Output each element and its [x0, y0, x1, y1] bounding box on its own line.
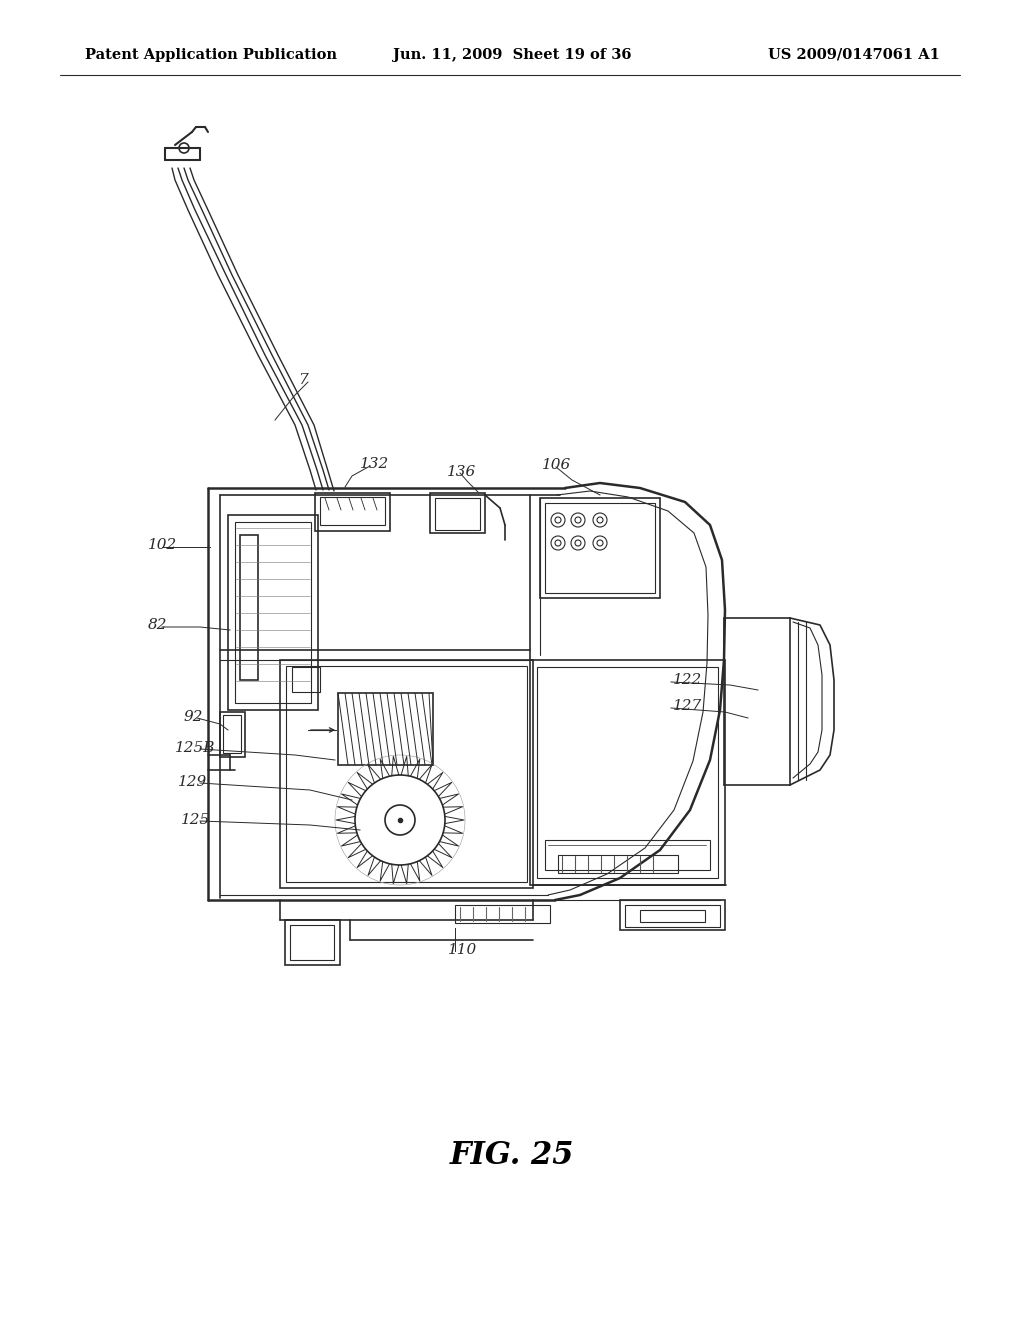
- Text: 110: 110: [449, 942, 477, 957]
- Bar: [540, 498, 660, 598]
- Text: Jun. 11, 2009  Sheet 19 of 36: Jun. 11, 2009 Sheet 19 of 36: [393, 48, 631, 62]
- Bar: [430, 492, 485, 533]
- Bar: [315, 492, 390, 531]
- Text: 125: 125: [181, 813, 210, 828]
- Text: 102: 102: [148, 539, 177, 552]
- Text: 92: 92: [183, 710, 203, 723]
- Text: US 2009/0147061 A1: US 2009/0147061 A1: [768, 48, 940, 62]
- Bar: [228, 515, 318, 710]
- Bar: [625, 906, 720, 927]
- Bar: [292, 667, 319, 692]
- Bar: [286, 667, 527, 882]
- Bar: [558, 855, 678, 873]
- Bar: [240, 535, 258, 680]
- Text: 106: 106: [542, 458, 571, 473]
- Bar: [620, 900, 725, 931]
- Bar: [234, 521, 311, 704]
- Bar: [338, 693, 433, 766]
- Text: 122: 122: [673, 673, 702, 686]
- Text: 132: 132: [360, 457, 389, 471]
- Text: 125B: 125B: [175, 741, 215, 755]
- Bar: [435, 498, 480, 531]
- Bar: [545, 840, 710, 870]
- Text: 136: 136: [447, 465, 476, 479]
- Bar: [280, 660, 534, 888]
- Bar: [545, 503, 655, 593]
- Bar: [530, 660, 725, 884]
- Bar: [455, 906, 550, 923]
- Text: 82: 82: [148, 618, 168, 632]
- Bar: [640, 909, 705, 921]
- Bar: [285, 920, 340, 965]
- Text: FIG. 25: FIG. 25: [450, 1139, 574, 1171]
- Bar: [537, 667, 718, 878]
- Bar: [319, 498, 385, 525]
- Text: 127: 127: [673, 700, 702, 713]
- Text: 129: 129: [178, 775, 207, 789]
- Bar: [223, 715, 241, 752]
- Text: Patent Application Publication: Patent Application Publication: [85, 48, 337, 62]
- Text: 7: 7: [298, 374, 308, 387]
- Bar: [220, 711, 245, 756]
- Bar: [290, 925, 334, 960]
